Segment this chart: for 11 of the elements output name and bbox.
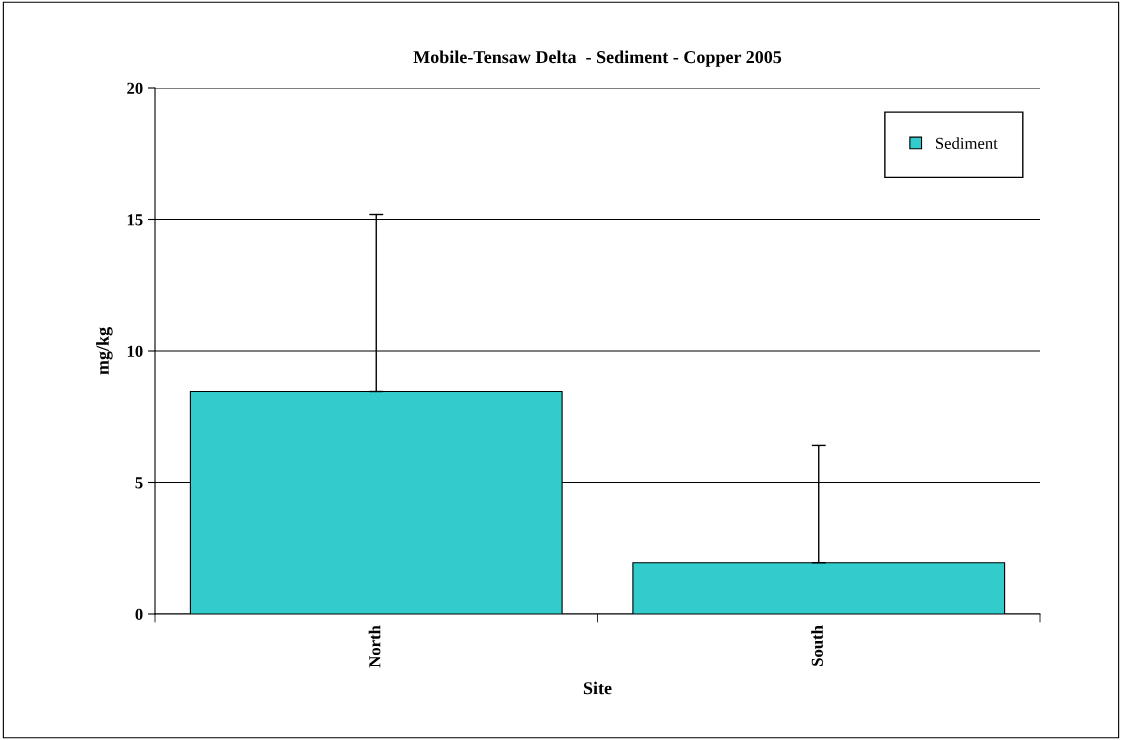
x-tick-label: North bbox=[368, 625, 381, 668]
y-tick-label: 5 bbox=[135, 477, 143, 489]
y-tick-label: 20 bbox=[127, 82, 143, 94]
y-tick-label: 0 bbox=[135, 608, 143, 620]
chart-title: Mobile-Tensaw Delta - Sediment - Copper 2005 bbox=[413, 50, 782, 67]
y-tick-label: 10 bbox=[127, 345, 143, 357]
y-tick-label: 15 bbox=[127, 214, 143, 226]
y-axis-title: mg/kg bbox=[96, 327, 113, 375]
legend-label: Sediment bbox=[935, 137, 998, 149]
x-tick-label: South bbox=[811, 625, 823, 666]
x-axis-title: Site bbox=[583, 681, 612, 695]
